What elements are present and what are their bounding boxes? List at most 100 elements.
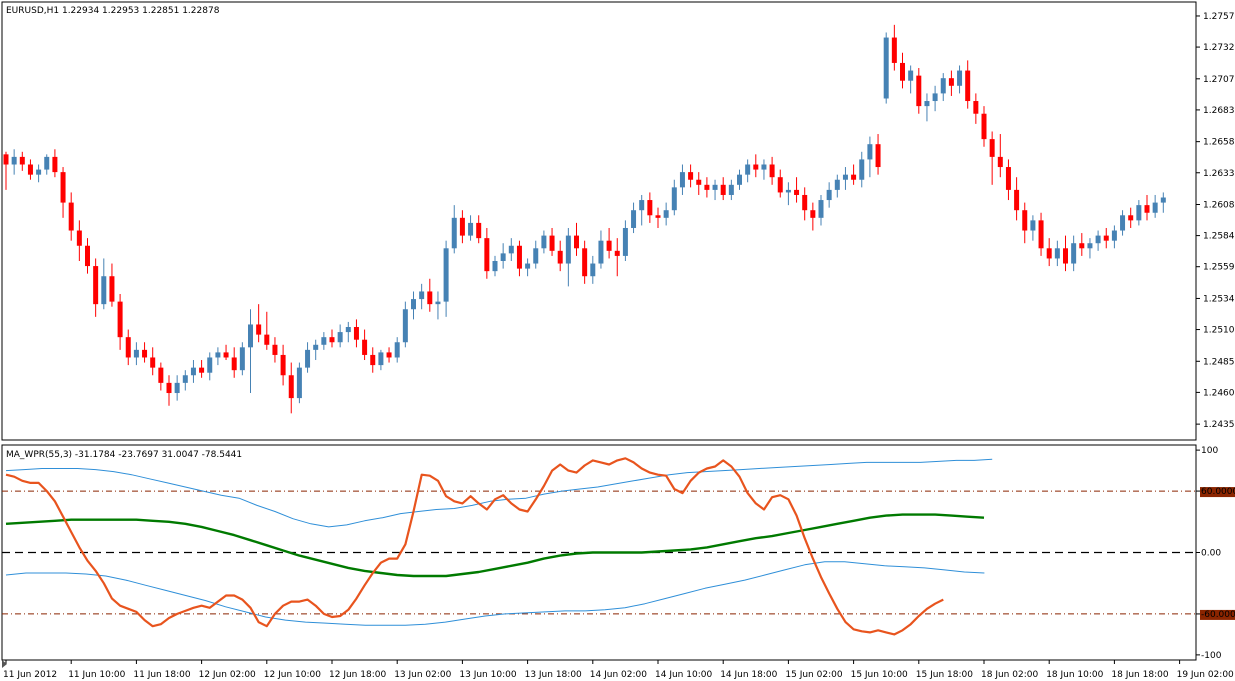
candle <box>280 344 286 386</box>
candle <box>834 174 840 198</box>
candle <box>362 329 368 361</box>
candle <box>492 255 498 277</box>
candle <box>288 362 294 414</box>
candle-body <box>948 78 954 86</box>
price-tick-label: 1.24850 <box>1203 357 1235 367</box>
price-tick-label: 1.26085 <box>1203 200 1235 210</box>
candle-body <box>769 164 775 178</box>
candle-body <box>1071 243 1077 264</box>
candle <box>68 192 74 241</box>
candle <box>940 73 946 102</box>
price-tick-label: 1.27570 <box>1203 12 1235 22</box>
candle <box>973 93 979 124</box>
candle <box>957 65 963 94</box>
candle-body <box>533 248 539 264</box>
scroll-marker-icon <box>2 660 7 668</box>
candle <box>370 347 376 373</box>
candle-body <box>215 352 221 358</box>
candle-body <box>525 263 531 269</box>
candle <box>916 68 922 114</box>
candle <box>1005 159 1011 201</box>
candle-body <box>492 260 498 272</box>
candle <box>508 238 514 261</box>
candle-body <box>639 200 645 211</box>
candle <box>427 278 433 312</box>
price-pane[interactable]: EURUSD,H1 1.22934 1.22953 1.22851 1.2287… <box>1 1 1235 441</box>
indicator-pane[interactable]: MA_WPR(55,3) -31.1784 -23.7697 31.0047 -… <box>1 444 1235 661</box>
candle-body <box>394 342 400 358</box>
candle <box>394 337 400 363</box>
candle-body <box>345 327 351 333</box>
candle <box>639 194 645 226</box>
candle-body <box>704 184 710 190</box>
candle-body <box>622 227 628 256</box>
candle <box>386 347 392 363</box>
ma-line <box>5 513 985 578</box>
candle-body <box>207 357 213 373</box>
candle-body <box>582 248 588 277</box>
candle-body <box>1111 230 1117 241</box>
candle <box>753 154 759 178</box>
candle <box>875 134 881 175</box>
candle <box>541 230 547 254</box>
candle <box>1071 235 1077 272</box>
candle-body <box>614 250 620 256</box>
candle <box>378 349 384 371</box>
candle <box>622 220 628 261</box>
candle <box>158 362 164 391</box>
indicator-tick-label: 60.0000 <box>1201 487 1235 497</box>
time-tick-label: 14 Jun 18:00 <box>720 670 777 680</box>
candle <box>777 169 783 198</box>
candle <box>565 227 571 287</box>
candle-body <box>411 299 416 310</box>
candle <box>696 172 702 195</box>
candle <box>1160 192 1166 213</box>
indicator-tick-label: 100 <box>1201 446 1218 456</box>
candle-body <box>36 169 42 175</box>
time-tick-label: 18 Jun 18:00 <box>1111 670 1168 680</box>
indicator-lines <box>5 457 993 636</box>
candle-body <box>27 164 33 175</box>
candle <box>663 202 669 226</box>
candle-body <box>500 253 506 261</box>
candle <box>52 149 58 178</box>
candle-body <box>321 337 327 345</box>
candle-body <box>60 172 66 203</box>
candle-body <box>720 184 726 195</box>
candle <box>655 207 661 228</box>
price-axis: 1.27570 1.27325 1.27075 1.26830 1.26580 1.263… <box>1196 12 1235 430</box>
candle <box>598 230 604 269</box>
time-axis: 11 Jun 2012 11 Jun 10:00 11 Jun 18:00 12 Ju… <box>3 660 1234 680</box>
time-tick-label: 12 Jun 18:00 <box>329 670 386 680</box>
candle <box>614 238 620 277</box>
candle <box>647 192 653 223</box>
candle-body <box>908 70 914 81</box>
candle-body <box>924 101 930 107</box>
time-tick-label: 14 Jun 02:00 <box>590 670 647 680</box>
candle-body <box>11 156 17 165</box>
candle-body <box>737 174 742 185</box>
candle <box>117 294 123 350</box>
candle <box>142 342 148 363</box>
candle-body <box>671 187 677 211</box>
candle <box>810 202 816 231</box>
candle-body <box>142 349 148 358</box>
wpr-line <box>5 457 944 636</box>
candle <box>728 179 734 201</box>
candle-body <box>696 179 702 185</box>
candle-body <box>419 291 425 300</box>
candle-body <box>606 240 612 251</box>
candle-body <box>459 217 465 236</box>
candle <box>3 151 9 190</box>
candle-body <box>199 367 205 373</box>
indicator-tick-label: -100 <box>1201 651 1222 661</box>
candle <box>948 70 954 96</box>
candle-body <box>272 344 278 355</box>
candle-body <box>427 291 433 305</box>
candle <box>745 159 751 183</box>
candle <box>27 159 33 180</box>
candle-body <box>631 210 637 228</box>
candle <box>883 32 889 104</box>
candle <box>1103 227 1109 249</box>
